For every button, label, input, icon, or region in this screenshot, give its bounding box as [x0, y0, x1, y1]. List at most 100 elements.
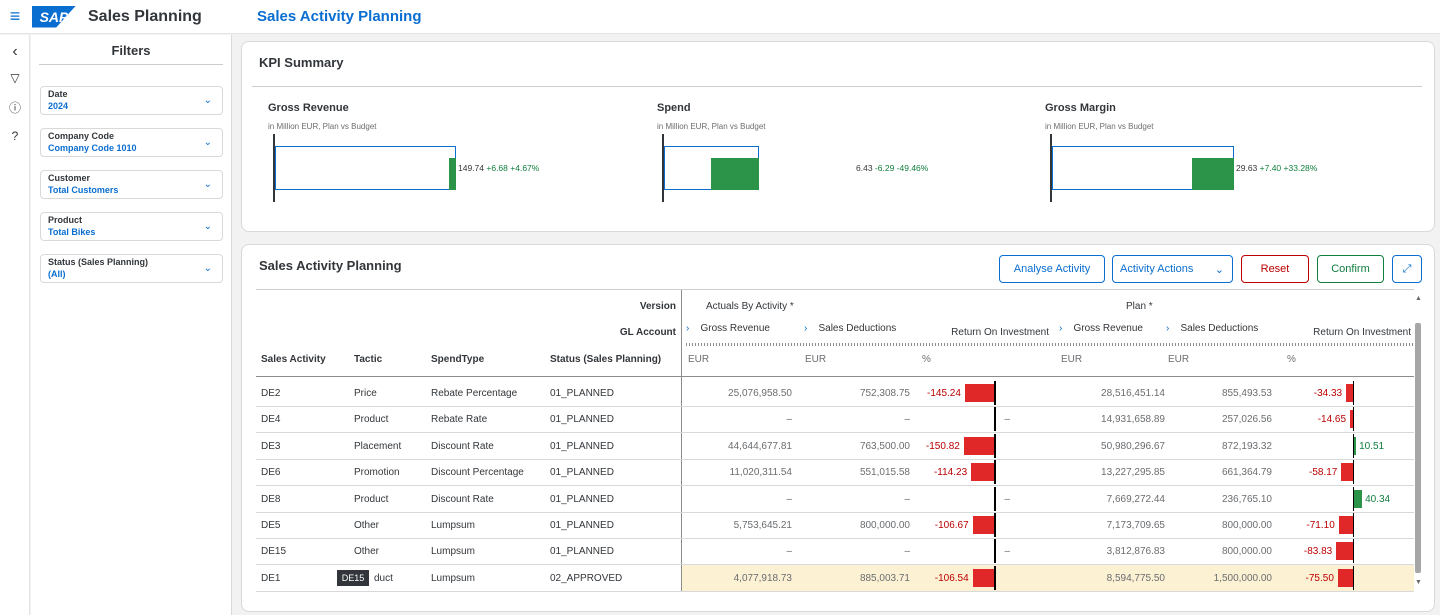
cell-plan-sales-deductions[interactable]: 661,364.79 [1221, 467, 1272, 478]
cell-tactic[interactable]: Promotion [354, 467, 400, 478]
cell-sales-activity[interactable]: DE4 [261, 414, 281, 425]
cell-actual-sales-deductions[interactable]: – [904, 494, 910, 505]
cell-actual-roi[interactable]: – [1004, 494, 1010, 505]
cell-plan-sales-deductions[interactable]: 257,026.56 [1221, 414, 1272, 425]
cell-actual-gross-revenue[interactable]: 5,753,645.21 [733, 520, 792, 531]
cell-actual-sales-deductions[interactable]: 800,000.00 [859, 520, 910, 531]
help-icon[interactable]: ? [11, 129, 19, 143]
cell-spendtype[interactable]: Discount Percentage [431, 467, 524, 478]
cell-actual-sales-deductions[interactable]: 763,500.00 [859, 441, 910, 452]
filter-icon[interactable]: ▽ [10, 71, 20, 85]
cell-actual-roi[interactable]: – [1004, 414, 1010, 425]
cell-actual-roi[interactable]: -106.54 [934, 573, 969, 584]
confirm-button[interactable]: Confirm [1317, 255, 1384, 283]
cell-spendtype[interactable]: Lumpsum [431, 546, 475, 557]
cell-plan-sales-deductions[interactable]: 872,193.32 [1221, 441, 1272, 452]
cell-sales-activity[interactable]: DE3 [261, 441, 281, 452]
cell-actual-sales-deductions[interactable]: 551,015.58 [859, 467, 910, 478]
reset-button[interactable]: Reset [1241, 255, 1309, 283]
cell-plan-roi[interactable]: -71.10 [1306, 520, 1335, 531]
col-header-spendtype[interactable]: SpendType [431, 354, 485, 365]
filter-product[interactable]: Product Total Bikes ⌄ [40, 212, 223, 241]
cell-actual-gross-revenue[interactable]: 25,076,958.50 [728, 388, 792, 399]
cell-actual-gross-revenue[interactable]: – [786, 546, 792, 557]
plan-sales-deductions-header[interactable]: › Sales Deductions [1166, 323, 1259, 334]
scrollbar-thumb[interactable] [1415, 323, 1421, 573]
cell-sales-activity[interactable]: DE2 [261, 388, 281, 399]
col-header-status[interactable]: Status (Sales Planning) [550, 354, 662, 365]
cell-tactic[interactable]: Product [354, 494, 389, 505]
cell-spendtype[interactable]: Discount Rate [431, 441, 494, 452]
filter-status[interactable]: Status (Sales Planning) (All) ⌄ [40, 254, 223, 283]
info-icon[interactable]: ⓘ [8, 101, 21, 115]
cell-actual-gross-revenue[interactable]: 11,020,311.54 [729, 467, 792, 478]
cell-plan-roi[interactable]: -34.33 [1313, 388, 1343, 399]
cell-sales-activity[interactable]: DE6 [261, 467, 281, 478]
cell-status[interactable]: 01_PLANNED [550, 494, 614, 505]
fullscreen-icon[interactable]: ⤢ [1392, 255, 1422, 283]
cell-actual-sales-deductions[interactable]: 752,308.75 [859, 388, 910, 399]
cell-actual-roi[interactable]: -145.24 [927, 388, 961, 399]
cell-spendtype[interactable]: Discount Rate [431, 494, 494, 505]
chevron-down-icon[interactable]: ⌄ [203, 95, 212, 106]
col-header-sales-activity[interactable]: Sales Activity [261, 354, 326, 365]
cell-actual-sales-deductions[interactable]: 885,003.71 [859, 573, 910, 584]
cell-spendtype[interactable]: Lumpsum [431, 520, 475, 531]
cell-plan-gross-revenue[interactable]: 14,931,658.89 [1101, 414, 1165, 425]
actuals-sales-deductions-header[interactable]: › Sales Deductions [804, 323, 897, 334]
actuals-gross-revenue-header[interactable]: › Gross Revenue [686, 323, 770, 334]
cell-actual-roi[interactable]: – [1004, 546, 1010, 557]
scroll-down-icon[interactable]: ▼ [1415, 579, 1422, 586]
cell-tactic[interactable]: Price [354, 388, 377, 399]
cell-actual-roi[interactable]: -150.82 [925, 441, 960, 452]
cell-plan-gross-revenue[interactable]: 50,980,296.67 [1101, 441, 1165, 452]
cell-plan-gross-revenue[interactable]: 7,173,709.65 [1106, 520, 1165, 531]
cell-actual-gross-revenue[interactable]: – [786, 414, 792, 425]
cell-plan-gross-revenue[interactable]: 3,812,876.83 [1106, 546, 1165, 557]
cell-plan-gross-revenue[interactable]: 7,669,272.44 [1106, 494, 1165, 505]
analyse-activity-button[interactable]: Analyse Activity [999, 255, 1105, 283]
cell-status[interactable]: 01_PLANNED [550, 467, 614, 478]
cell-actual-sales-deductions[interactable]: – [904, 414, 910, 425]
cell-tactic[interactable]: Product [354, 414, 389, 425]
chevron-down-icon[interactable]: ⌄ [203, 221, 212, 232]
cell-status[interactable]: 02_APPROVED [550, 573, 623, 584]
cell-status[interactable]: 01_PLANNED [550, 520, 614, 531]
cell-actual-gross-revenue[interactable]: – [786, 494, 792, 505]
cell-plan-gross-revenue[interactable]: 8,594,775.50 [1106, 573, 1165, 584]
cell-sales-activity[interactable]: DE1 [261, 573, 281, 584]
filter-customer[interactable]: Customer Total Customers ⌄ [40, 170, 223, 199]
cell-spendtype[interactable]: Lumpsum [431, 573, 475, 584]
cell-sales-activity[interactable]: DE5 [261, 520, 281, 531]
cell-plan-sales-deductions[interactable]: 800,000.00 [1221, 546, 1272, 557]
cell-status[interactable]: 01_PLANNED [550, 546, 614, 557]
cell-actual-gross-revenue[interactable]: 4,077,918.73 [733, 573, 792, 584]
cell-plan-gross-revenue[interactable]: 13,227,295.85 [1101, 467, 1165, 478]
filter-company-code[interactable]: Company Code Company Code 1010 ⌄ [40, 128, 223, 157]
cell-tactic[interactable]: duct [374, 573, 393, 584]
activity-actions-select[interactable]: Activity Actions ⌄ [1112, 255, 1233, 283]
cell-status[interactable]: 01_PLANNED [550, 388, 614, 399]
cell-tactic[interactable]: Placement [354, 441, 402, 452]
cell-tactic[interactable]: Other [354, 546, 380, 557]
scroll-up-icon[interactable]: ▲ [1415, 295, 1422, 302]
col-header-tactic[interactable]: Tactic [354, 354, 383, 365]
cell-actual-sales-deductions[interactable]: – [904, 546, 910, 557]
cell-actual-gross-revenue[interactable]: 44,644,677.81 [728, 441, 792, 452]
cell-spendtype[interactable]: Rebate Percentage [431, 388, 518, 399]
cell-plan-sales-deductions[interactable]: 1,500,000.00 [1213, 573, 1272, 584]
chevron-down-icon[interactable]: ⌄ [203, 179, 212, 190]
cell-sales-activity[interactable]: DE15 [261, 546, 287, 557]
chevron-down-icon[interactable]: ⌄ [203, 263, 212, 274]
cell-tactic[interactable]: Other [354, 520, 380, 531]
vertical-scrollbar[interactable]: ▲ ▼ [1414, 293, 1424, 586]
cell-plan-sales-deductions[interactable]: 800,000.00 [1221, 520, 1272, 531]
cell-plan-sales-deductions[interactable]: 236,765.10 [1221, 494, 1272, 505]
plan-gross-revenue-header[interactable]: › Gross Revenue [1059, 323, 1143, 334]
cell-plan-roi[interactable]: -83.83 [1303, 546, 1333, 557]
cell-plan-roi[interactable]: 40.34 [1365, 494, 1391, 505]
menu-icon[interactable]: ≡ [9, 6, 21, 26]
cell-plan-roi[interactable]: 10.51 [1359, 441, 1385, 452]
filter-date[interactable]: Date 2024 ⌄ [40, 86, 223, 115]
cell-plan-roi[interactable]: -58.17 [1309, 467, 1338, 478]
